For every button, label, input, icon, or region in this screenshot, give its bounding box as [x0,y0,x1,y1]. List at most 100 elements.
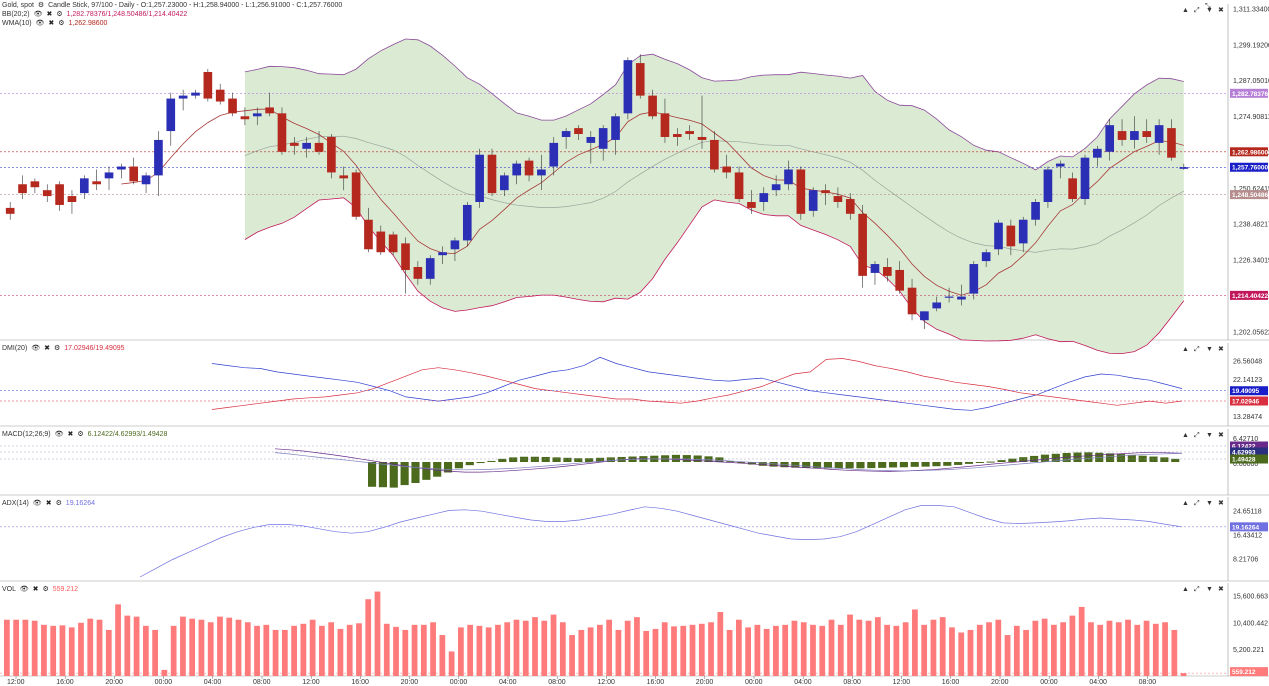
gear-icon[interactable]: ⚙ [77,431,84,438]
candle-body [1055,163,1065,167]
expand-icon[interactable]: ⤢ [1194,346,1200,353]
candle-body [611,116,620,140]
eye-icon[interactable]: 👁 [19,586,29,593]
gear-icon[interactable]: ⚙ [58,20,65,27]
arrow-down-icon[interactable]: ▼ [1206,346,1213,353]
adx-panel[interactable]: ▲ ⤢ ▼ ✖ 24.65118 16.43412 8.21706 19.16264 [0,497,1269,582]
macd-histogram-bar [823,462,832,469]
candle-body [388,234,398,253]
volume-bar [754,624,761,676]
volume-bar [142,625,149,676]
macd-histogram-bar [498,458,507,462]
candle-body [1117,131,1127,140]
vol-badge [1230,667,1268,677]
close-icon[interactable]: ✖ [46,11,53,18]
candle-body [907,287,917,315]
volume-bar [569,635,575,676]
volume-bar [856,619,863,676]
expand-icon[interactable]: ⤢ [1194,500,1200,507]
bollinger-upper-line [244,38,1184,171]
close-icon[interactable]: ✖ [67,431,74,438]
volume-bar [874,617,881,676]
bollinger-band-fill [244,39,1184,354]
volume-bar [1115,622,1122,676]
candle-body [364,219,373,250]
volume-bar [976,624,983,676]
volume-bar [671,626,677,676]
arrow-down-icon[interactable]: ▼ [1206,432,1213,439]
eye-icon[interactable]: 👁 [31,345,41,352]
macd-histogram-bar [888,462,898,468]
gear-icon[interactable]: ⚙ [55,500,62,507]
volume-bar [281,629,288,676]
x-tick-label: 00:00 [745,679,763,686]
close-icon[interactable]: ✖ [1218,346,1224,353]
bb-values: 1,282.78376/1,248.50486/1,214.40422 [66,11,188,18]
candle-body [660,113,670,137]
candle-body [1018,219,1028,244]
arrow-up-icon[interactable]: ▲ [1182,346,1189,353]
volume-bar [356,623,362,676]
expand-icon[interactable]: ⤢ [1194,432,1200,439]
close-icon[interactable]: ✖ [1218,500,1224,507]
close-icon[interactable]: ✖ [1218,586,1224,593]
volume-bar [513,619,520,676]
arrow-up-icon[interactable]: ▲ [1182,7,1189,14]
close-icon[interactable]: ✖ [1218,432,1224,439]
price-panel[interactable]: ▲ ⤢ ▼ ✖ 1,311.33400 1,299.19200 1,287.05010 1,2… [0,3,1269,355]
y-tick-label: 1,238.48217 [1233,222,1269,229]
gear-icon[interactable]: ⚙ [56,11,63,18]
x-tick-label: 12:00 [302,679,320,686]
macd-badge-text: 6.12422 [1232,444,1256,451]
eye-icon[interactable]: 👁 [32,500,42,507]
volume-bar [244,622,251,676]
candle-body [672,134,682,137]
candle-body [475,154,484,202]
arrow-down-icon[interactable]: ▼ [1206,7,1213,14]
gear-icon[interactable]: ⚙ [42,586,49,593]
arrow-up-icon[interactable]: ▲ [1182,500,1189,507]
close-icon[interactable]: ✖ [1218,7,1224,14]
candle-body [808,190,818,211]
dmi-panel[interactable]: ▲ ⤢ ▼ ✖ 26.56048 22.14123 13.28474 19.49095 17.0… [0,343,1269,427]
expand-icon[interactable]: ⤢ [1194,7,1200,14]
volume-bar [1069,615,1076,676]
volume-bar [634,617,640,676]
volume-bar [319,625,325,676]
candle-body [487,154,497,194]
arrow-down-icon[interactable]: ▼ [1206,586,1213,593]
eye-icon[interactable]: 👁 [33,11,43,18]
macd-value: 6.12422/4.62993/1.49428 [87,431,168,438]
price-badge-text: 1,262.98600 [1232,149,1269,156]
eye-icon[interactable]: 👁 [54,431,64,438]
arrow-up-icon[interactable]: ▲ [1182,432,1189,439]
volume-bar [448,651,455,676]
volume-bar [597,624,603,676]
settings-icon[interactable]: ⚙ [37,2,45,9]
gear-icon[interactable]: ⚙ [54,345,61,352]
volume-bar [226,617,233,676]
expand-icon[interactable]: ⤢ [1194,586,1200,593]
macd-histogram-bar [856,462,865,469]
volume-bar [661,622,668,676]
volume-bar [458,627,464,676]
arrow-up-icon[interactable]: ▲ [1182,586,1189,593]
candle-body [92,181,101,185]
close-icon[interactable]: ✖ [44,345,50,352]
candle-body [67,196,77,202]
close-icon[interactable]: ✖ [45,500,52,507]
close-icon[interactable]: ✖ [48,20,55,27]
candle-body [302,142,312,149]
volume-bar [949,627,955,676]
arrow-down-icon[interactable]: ▼ [1206,500,1213,507]
volume-bar [124,615,131,676]
volume-panel[interactable]: ▲ ⤢ ▼ ✖ 15,600.663 10,400.442 5,200.221 559.212 [0,583,1269,677]
price-badge-text: 1,214.40422 [1232,293,1269,300]
volume-bar [1023,629,1029,676]
close-icon[interactable]: ✖ [32,586,39,593]
macd-line [274,448,1183,473]
eye-icon[interactable]: 👁 [35,20,45,27]
candle-body [845,199,855,214]
candle-body [178,95,188,99]
